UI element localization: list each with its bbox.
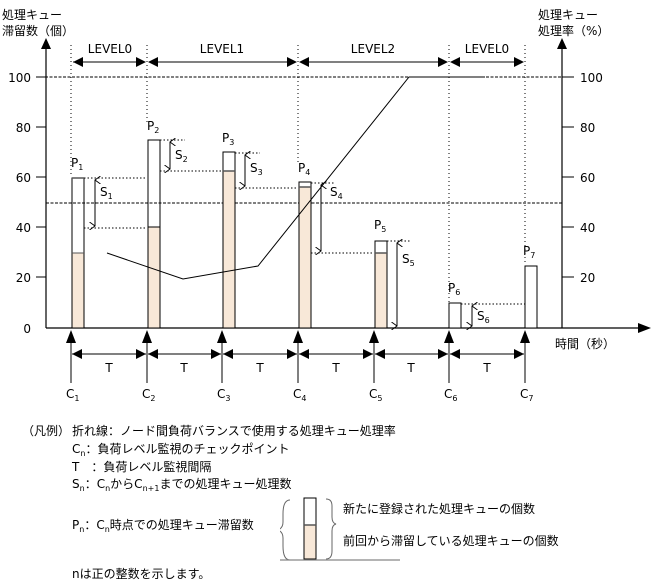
legend-note: nは正の整数を示します。: [72, 567, 211, 581]
left-axis-title-line1: 処理キュー: [2, 8, 62, 22]
right-tick-20: 20: [580, 271, 595, 285]
checkpoint-c2: C2: [142, 387, 155, 403]
checkpoint-c7: C7: [520, 387, 533, 403]
left-tick-100: 100: [8, 71, 31, 85]
legend-cn: Cn：負荷レベル監視のチェックポイント: [72, 442, 290, 458]
queue-chart: 処理キュー 滞留数（個） 処理キュー 処理率（%） 100 80 60 40 2…: [2, 8, 651, 403]
level-dividers: [70, 45, 526, 310]
legend-bar-sample: [280, 497, 400, 561]
legend-pn: Pn：Cn時点での処理キュー滞留数: [72, 518, 254, 534]
x-axis: 時間（秒）: [46, 323, 651, 351]
interval-t-1: T: [104, 361, 113, 375]
checkpoint-c1: C1: [66, 387, 79, 403]
right-axis-title-line1: 処理キュー: [538, 8, 598, 22]
bar-p1: P1: [71, 156, 85, 329]
bar-label-p5: P5: [374, 218, 386, 234]
right-axis-title-line2: 処理率（%）: [538, 23, 609, 38]
legend-line-desc: 折れ線：ノード間負荷バランスで使用する処理キュー処理率: [72, 424, 396, 438]
right-y-axis: 100 80 60 40 20: [557, 38, 603, 328]
level-label-1: LEVEL1: [200, 42, 244, 56]
level-spans: LEVEL0 LEVEL1 LEVEL2 LEVEL0: [73, 42, 524, 67]
s4-label: S4: [330, 185, 343, 201]
bar-label-p4: P4: [298, 161, 310, 177]
interval-t-5: T: [406, 361, 415, 375]
interval-t-2: T: [179, 361, 188, 375]
right-tick-60: 60: [580, 171, 595, 185]
interval-t-4: T: [331, 361, 340, 375]
left-axis-title-line2: 滞留数（個）: [2, 23, 74, 38]
legend-retained-queues: 前回から滞留している処理キューの個数: [343, 534, 559, 548]
interval-t-3: T: [255, 361, 264, 375]
bar-p2: P2: [147, 119, 161, 329]
bar-label-p1: P1: [71, 156, 83, 172]
s5-label: S5: [402, 252, 415, 268]
right-tick-80: 80: [580, 121, 595, 135]
left-y-axis: 100 80 60 40 20 0: [8, 38, 51, 336]
bar-p3: P3: [222, 131, 236, 329]
bar-label-p3: P3: [222, 131, 234, 147]
checkpoint-c3: C3: [217, 387, 230, 403]
checkpoints: T T T T T T C1 C2 C3 C4 C5 C6 C7: [66, 330, 533, 403]
s3-label: S3: [250, 161, 263, 177]
legend-heading: （凡例）: [22, 424, 71, 438]
level-label-2: LEVEL2: [351, 42, 395, 56]
interval-t-6: T: [482, 361, 491, 375]
checkpoint-c5: C5: [369, 387, 382, 403]
right-tick-100: 100: [580, 71, 603, 85]
bar-p6: P6: [448, 281, 462, 329]
bar-label-p7: P7: [523, 244, 535, 260]
bar-p5: P5: [374, 218, 388, 329]
legend-t: T ：負荷レベル監視間隔: [72, 460, 212, 474]
checkpoint-c6: C6: [444, 387, 457, 403]
s2-label: S2: [175, 148, 188, 164]
left-tick-60: 60: [16, 171, 31, 185]
left-tick-80: 80: [16, 121, 31, 135]
bar-p4: P4: [298, 161, 312, 329]
bar-label-p6: P6: [448, 281, 460, 297]
level-label-3: LEVEL0: [465, 42, 509, 56]
processing-rate-line: [106, 76, 485, 280]
legend-new-queues: 新たに登録された処理キューの個数: [343, 502, 536, 516]
s6-label: S6: [477, 309, 490, 325]
bar-p7: P7: [523, 244, 538, 329]
left-tick-0: 0: [23, 322, 31, 336]
x-axis-title: 時間（秒）: [555, 337, 615, 351]
left-tick-20: 20: [16, 271, 31, 285]
s1-label: S1: [100, 185, 113, 201]
right-tick-40: 40: [580, 221, 595, 235]
checkpoint-c4: C4: [293, 387, 306, 403]
left-tick-40: 40: [16, 221, 31, 235]
legend-sn: Sn：CnからCn+1までの処理キュー処理数: [72, 477, 292, 493]
level-label-0: LEVEL0: [88, 42, 132, 56]
bar-label-p2: P2: [147, 119, 159, 135]
